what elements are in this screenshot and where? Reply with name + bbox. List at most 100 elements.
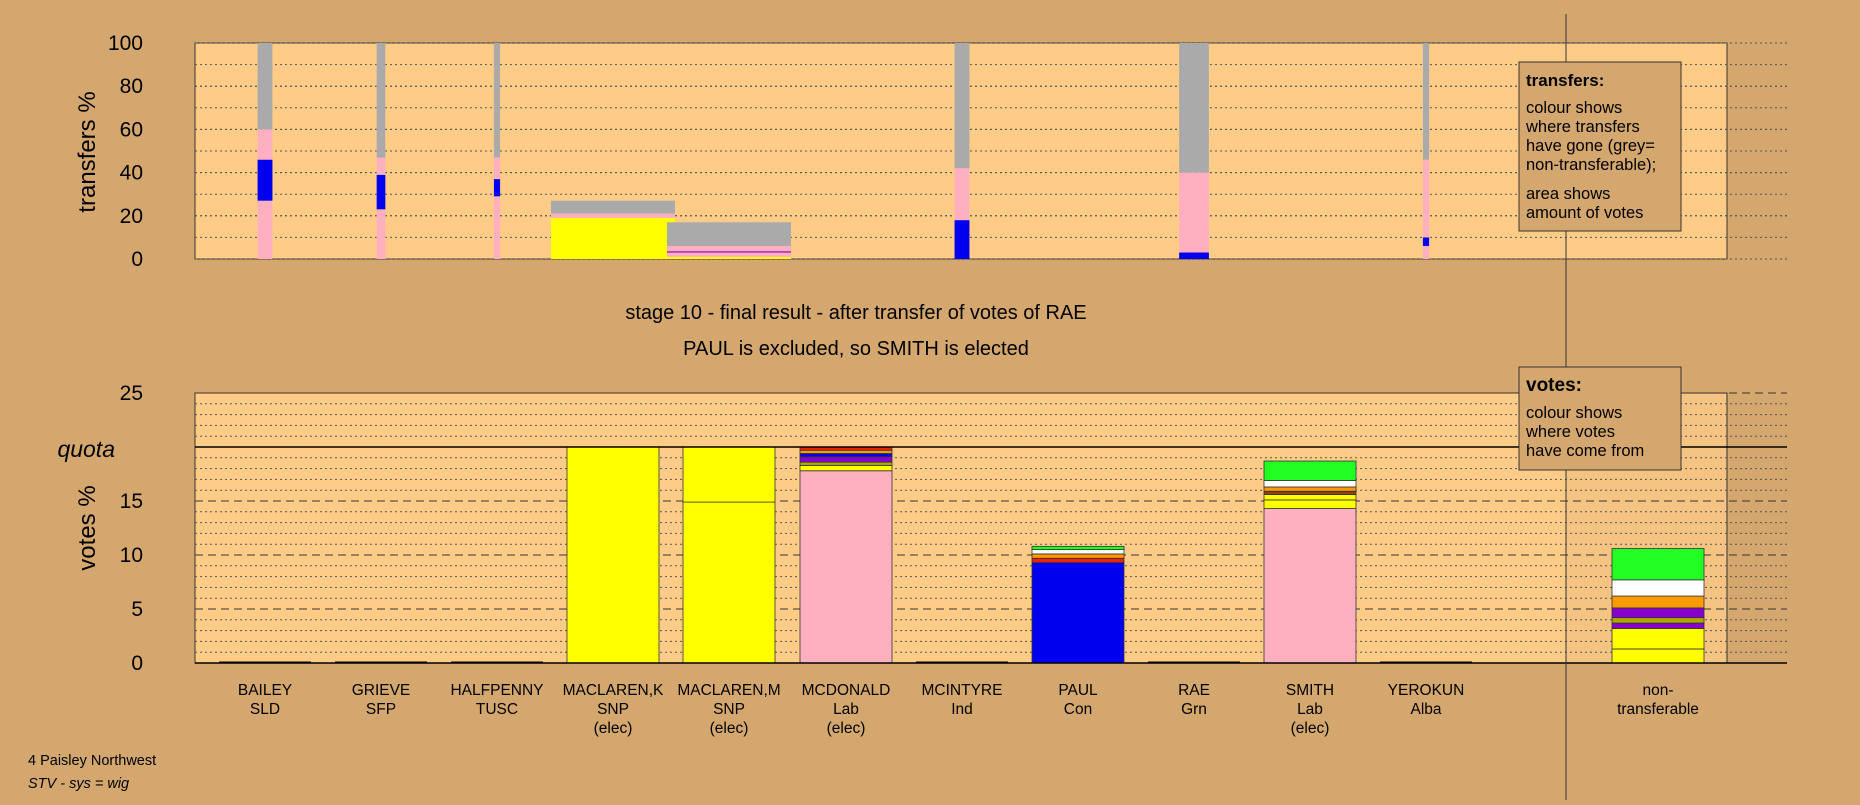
vote-segment	[799, 453, 893, 458]
candidate-label-line: SNP	[713, 701, 745, 718]
transfers-legend-box	[1518, 61, 1682, 232]
transfer-segment	[257, 200, 273, 259]
votes-y-axis-label: votes %	[74, 485, 101, 570]
vote-segment	[799, 470, 893, 664]
vote-segment	[1611, 607, 1705, 619]
candidate-label-line: (elec)	[1291, 720, 1330, 737]
vote-bar	[566, 446, 660, 664]
votes-legend-line: have come from	[1526, 442, 1644, 460]
transfer-segment	[954, 43, 970, 169]
votes-legend-title: votes:	[1526, 375, 1582, 396]
quota-label: quota	[57, 436, 115, 462]
vote-segment	[1031, 557, 1125, 563]
candidate-label-line: SFP	[366, 701, 396, 718]
transfer-bar	[954, 43, 970, 259]
vote-segment	[1263, 499, 1357, 509]
candidate-label-line: MACLAREN,K	[563, 682, 664, 699]
candidate-label: MACLAREN,K SNP (elec)	[563, 682, 664, 737]
vote-segment	[1263, 494, 1357, 501]
transfer-segment	[667, 222, 791, 247]
y-tick-label: 0	[131, 248, 143, 271]
y-tick-label: 100	[108, 32, 143, 55]
y-tick-label: 5	[131, 598, 143, 621]
vote-segment	[1263, 490, 1357, 495]
candidate-label-line: Lab	[1297, 701, 1323, 718]
vote-bar	[1031, 545, 1125, 664]
transfer-segment	[551, 213, 675, 218]
vote-segment	[682, 501, 776, 664]
transfer-segment	[667, 256, 791, 259]
transfers-legend-line: colour shows	[1526, 99, 1622, 117]
transfer-segment	[376, 157, 386, 175]
transfer-bar	[667, 222, 791, 259]
vote-segment	[1031, 553, 1125, 559]
candidate-label-line: (elec)	[827, 720, 866, 737]
candidate-label-line: YEROKUN	[1388, 682, 1465, 699]
vote-bar	[799, 446, 893, 664]
vote-segment	[1263, 486, 1357, 492]
transfer-segment	[954, 168, 970, 221]
candidate-label-line: BAILEY	[238, 682, 292, 699]
candidate-labels: BAILEY SLD GRIEVE SFP HALFPENNY TUSC MACLAREN,…	[238, 682, 1699, 737]
transfer-segment	[667, 251, 791, 253]
transfer-bar	[1179, 43, 1209, 259]
vote-segment	[682, 446, 776, 503]
transfer-segment	[1179, 43, 1209, 173]
y-tick-label: 20	[120, 205, 143, 228]
transfer-bar	[1422, 43, 1430, 259]
vote-segment	[1031, 562, 1125, 664]
transfer-segment	[376, 43, 386, 158]
transfer-segment	[257, 129, 273, 160]
transfers-y-ticks: 0 20 40 60 80 100	[108, 32, 1787, 271]
candidate-label-line: TUSC	[476, 701, 518, 718]
vote-segment	[1611, 622, 1705, 629]
transfer-segment	[551, 217, 675, 259]
candidate-label-line: Con	[1064, 701, 1092, 718]
votes-legend-line: where votes	[1525, 423, 1615, 441]
y-tick-label: 60	[120, 118, 143, 141]
transfer-segment	[1422, 159, 1430, 238]
candidate-label: YEROKUN Alba	[1388, 682, 1465, 718]
candidate-label: MACLAREN,M SNP (elec)	[677, 682, 780, 737]
candidate-label: MCINTYRE Ind	[922, 682, 1003, 718]
transfers-legend: transfers: colour shows where transfers …	[1518, 61, 1682, 232]
candidate-label-line: SMITH	[1286, 682, 1334, 699]
vote-bar	[1611, 548, 1705, 664]
transfer-segment	[954, 220, 970, 259]
transfer-segment	[376, 174, 386, 210]
vote-segment	[799, 449, 893, 454]
candidate-label-line: Grn	[1181, 701, 1207, 718]
candidate-label-line: Lab	[833, 701, 859, 718]
candidate-label: SMITH Lab (elec)	[1286, 682, 1334, 737]
transfer-segment	[1179, 252, 1209, 259]
transfers-legend-line: where transfers	[1525, 118, 1640, 136]
vote-bar	[1263, 460, 1357, 664]
candidate-label: MCDONALD Lab (elec)	[802, 682, 891, 737]
vote-segment	[799, 464, 893, 472]
transfer-segment	[493, 43, 501, 158]
vote-segment	[1263, 508, 1357, 664]
candidate-label-line: MACLAREN,M	[677, 682, 780, 699]
transfer-segment	[1422, 246, 1430, 259]
votes-plot-area	[194, 392, 1728, 664]
transfer-segment	[493, 179, 501, 197]
candidate-label-line: HALFPENNY	[450, 682, 543, 699]
candidate-label-line: SLD	[250, 701, 280, 718]
transfer-bar	[551, 200, 675, 259]
transfer-segment	[376, 209, 386, 259]
y-tick-label: 0	[131, 652, 143, 675]
system-label: STV - sys = wig	[28, 776, 129, 792]
vote-segment	[1611, 595, 1705, 609]
vote-segment	[1263, 460, 1357, 481]
candidate-label: PAUL Con	[1058, 682, 1098, 718]
votes-panel: 0 5 10 15 25 quota votes %	[57, 382, 1787, 675]
transfer-segment	[667, 252, 791, 257]
transfer-segment	[1422, 43, 1430, 160]
votes-legend-line: colour shows	[1526, 404, 1622, 422]
vote-segment	[799, 456, 893, 463]
vote-segment	[1611, 628, 1705, 650]
candidate-label-line: PAUL	[1058, 682, 1098, 699]
candidate-label-line: transferable	[1617, 701, 1699, 718]
